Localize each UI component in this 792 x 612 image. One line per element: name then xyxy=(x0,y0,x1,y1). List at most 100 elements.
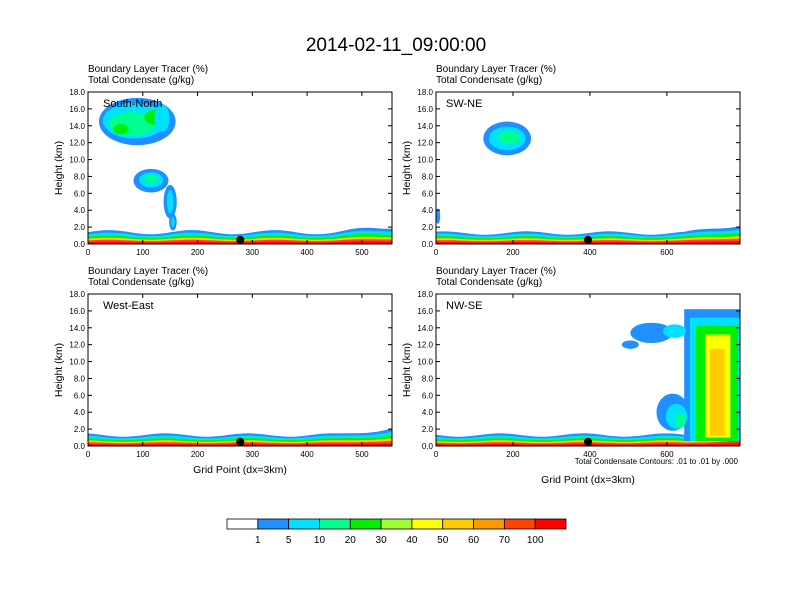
x-tick-label: 0 xyxy=(434,450,439,459)
axes: 0 100 200 300 400 500 0.0 2.0 4.0 6.0 8.0 10.0 12.0 1… xyxy=(69,88,392,257)
panel-header-tracer: Boundary Layer Tracer (%) xyxy=(88,64,208,75)
panel-label: South-North xyxy=(103,98,162,110)
y-tick-label: 0.0 xyxy=(422,442,434,451)
y-tick-label: 6.0 xyxy=(422,391,434,400)
x-tick-label: 500 xyxy=(355,450,369,459)
panel-header-tracer: Boundary Layer Tracer (%) xyxy=(436,64,556,75)
plume-region xyxy=(621,340,639,349)
y-tick-label: 2.0 xyxy=(74,425,86,434)
y-tick-label: 14.0 xyxy=(417,324,433,333)
y-axis-label: Height (km) xyxy=(401,343,413,397)
colorbar-swatch xyxy=(319,518,351,530)
y-tick-label: 10.0 xyxy=(417,156,433,165)
plume-region xyxy=(498,130,520,145)
location-marker xyxy=(584,437,592,446)
plume-region xyxy=(663,324,687,338)
colorbar-label: 1 xyxy=(255,535,261,546)
x-tick-label: 300 xyxy=(246,248,260,257)
x-axis-label: Grid Point (dx=3km) xyxy=(193,464,287,476)
plot-area xyxy=(436,309,740,446)
colorbar-swatch xyxy=(257,518,290,530)
y-tick-label: 0.0 xyxy=(74,240,86,249)
y-tick-label: 12.0 xyxy=(69,341,85,350)
panel-nw-se: Boundary Layer Tracer (%) Total Condensa… xyxy=(401,266,741,486)
colorbar-label: 40 xyxy=(406,535,418,546)
colorbar-label: 60 xyxy=(468,535,480,546)
y-tick-label: 18.0 xyxy=(69,88,85,97)
location-marker xyxy=(584,235,592,244)
panel-label: NW-SE xyxy=(446,300,482,312)
colorbar-label: 50 xyxy=(437,535,449,546)
colorbar-swatch xyxy=(442,518,474,530)
colorbar-label: 20 xyxy=(345,535,357,546)
x-tick-label: 500 xyxy=(355,248,369,257)
x-tick-label: 0 xyxy=(86,248,91,257)
y-tick-label: 10.0 xyxy=(69,358,85,367)
plume-region xyxy=(113,124,129,135)
plume-region xyxy=(674,413,686,429)
colorbar-label: 10 xyxy=(314,535,326,546)
plot-frame xyxy=(87,293,393,447)
y-axis-label: Height (km) xyxy=(401,141,413,195)
y-tick-label: 2.0 xyxy=(74,223,86,232)
figure-title: 2014-02-11_09:00:00 xyxy=(306,35,486,56)
y-tick-label: 8.0 xyxy=(422,374,434,383)
y-tick-label: 2.0 xyxy=(422,223,434,232)
panel-label: SW-NE xyxy=(446,98,482,110)
x-tick-label: 100 xyxy=(136,450,150,459)
axes: 0 100 200 300 400 500 0.0 2.0 4.0 6.0 8.0 10.0 12.0 1… xyxy=(69,290,392,459)
location-marker xyxy=(236,235,245,244)
plume-region xyxy=(709,348,725,436)
panel-header-tracer: Boundary Layer Tracer (%) xyxy=(88,266,208,277)
y-tick-label: 6.0 xyxy=(74,391,86,400)
plot-area xyxy=(88,428,392,446)
y-tick-label: 6.0 xyxy=(74,189,86,198)
x-tick-label: 400 xyxy=(300,450,314,459)
y-tick-label: 10.0 xyxy=(417,358,433,367)
x-tick-label: 400 xyxy=(583,248,597,257)
panel-west-east: Boundary Layer Tracer (%) Total Condensa… xyxy=(53,266,393,476)
y-tick-label: 12.0 xyxy=(417,341,433,350)
colorbar-swatch xyxy=(411,518,444,530)
y-tick-label: 16.0 xyxy=(417,307,433,316)
panel-header-tracer: Boundary Layer Tracer (%) xyxy=(436,266,556,277)
plume-region xyxy=(171,216,175,228)
x-tick-label: 100 xyxy=(136,248,150,257)
y-tick-label: 4.0 xyxy=(422,206,434,215)
shaded-field xyxy=(88,97,392,244)
plot-frame xyxy=(435,293,741,447)
x-tick-label: 0 xyxy=(434,248,439,257)
colorbar-swatch xyxy=(349,518,382,530)
y-tick-label: 16.0 xyxy=(417,105,433,114)
y-tick-label: 14.0 xyxy=(417,122,433,131)
x-tick-label: 200 xyxy=(506,450,520,459)
plume-region xyxy=(144,174,158,184)
x-tick-label: 400 xyxy=(583,450,597,459)
colorbar-swatch xyxy=(380,518,413,530)
colorbar-swatch xyxy=(226,518,259,530)
plume-region xyxy=(436,208,441,224)
y-tick-label: 18.0 xyxy=(417,290,433,299)
y-tick-label: 18.0 xyxy=(69,290,85,299)
plume-region xyxy=(154,104,170,132)
x-tick-label: 200 xyxy=(191,450,205,459)
y-axis-label: Height (km) xyxy=(53,343,65,397)
y-tick-label: 12.0 xyxy=(69,139,85,148)
panel-header-condensate: Total Condensate (g/kg) xyxy=(88,277,194,288)
plot-frame xyxy=(87,91,393,245)
contour-note: Total Condensate Contours: .01 to .01 by… xyxy=(575,457,739,466)
panel-label: West-East xyxy=(103,300,154,312)
plot-area xyxy=(88,97,392,244)
y-tick-label: 16.0 xyxy=(69,105,85,114)
y-tick-label: 12.0 xyxy=(417,139,433,148)
colorbar-swatch xyxy=(503,518,536,530)
x-tick-label: 400 xyxy=(300,248,314,257)
plume-region xyxy=(166,189,174,214)
plot-area xyxy=(436,121,740,244)
y-tick-label: 14.0 xyxy=(69,324,85,333)
plot-frame xyxy=(435,91,741,245)
y-tick-label: 16.0 xyxy=(69,307,85,316)
y-tick-label: 6.0 xyxy=(422,189,434,198)
panel-sw-ne: Boundary Layer Tracer (%) Total Condensa… xyxy=(401,64,741,257)
